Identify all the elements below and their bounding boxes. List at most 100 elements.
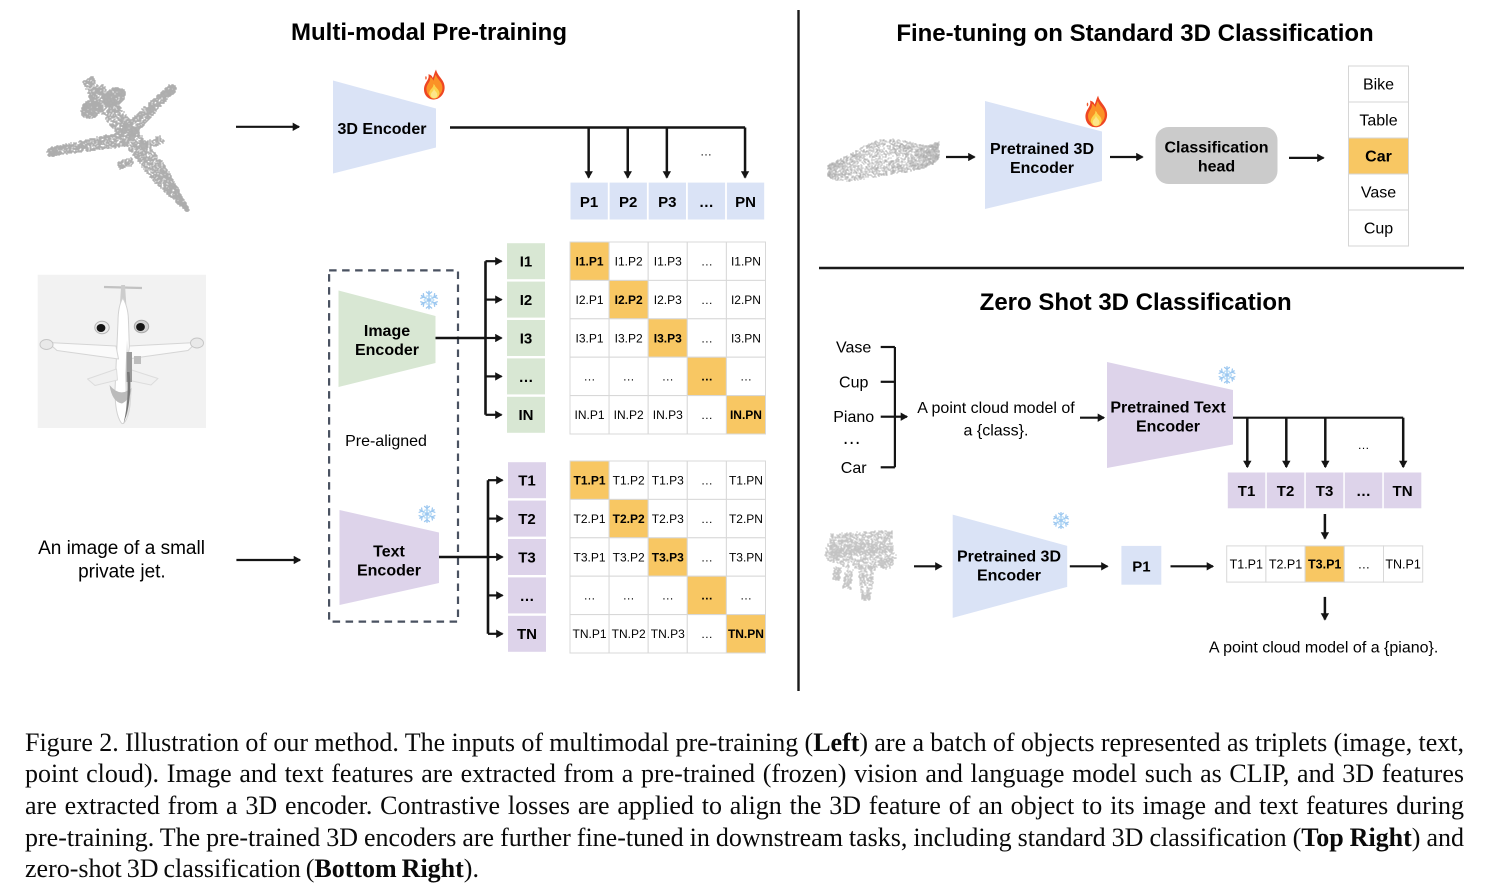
svg-text:…: … bbox=[701, 550, 713, 564]
svg-text:3D Encoder: 3D Encoder bbox=[338, 121, 427, 138]
svg-text:T3: T3 bbox=[1316, 483, 1334, 500]
svg-text:T2.P2: T2.P2 bbox=[613, 512, 645, 526]
svg-text:T3.P1: T3.P1 bbox=[1308, 558, 1341, 572]
svg-text:…: … bbox=[662, 370, 674, 384]
svg-text:Vase: Vase bbox=[836, 340, 871, 357]
svg-text:Vase: Vase bbox=[1361, 185, 1396, 202]
svg-text:P1: P1 bbox=[580, 194, 598, 211]
svg-text:PN: PN bbox=[735, 194, 756, 211]
svg-text:a {class}.: a {class}. bbox=[964, 423, 1029, 440]
svg-text:I2: I2 bbox=[520, 292, 533, 309]
svg-text:IN.PN: IN.PN bbox=[730, 408, 762, 422]
svg-text:…: … bbox=[623, 370, 635, 384]
svg-text:Pretrained 3D: Pretrained 3D bbox=[957, 549, 1061, 566]
svg-text:T1.P1: T1.P1 bbox=[1230, 558, 1263, 572]
svg-text:T1.P3: T1.P3 bbox=[652, 474, 684, 488]
svg-text:T2.P3: T2.P3 bbox=[652, 512, 684, 526]
svg-text:T1.P2: T1.P2 bbox=[613, 474, 645, 488]
svg-text:Car: Car bbox=[841, 460, 867, 477]
svg-text:…: … bbox=[701, 331, 713, 345]
svg-text:A point cloud model of: A point cloud model of bbox=[917, 400, 1075, 417]
svg-text:T3.P1: T3.P1 bbox=[574, 550, 606, 564]
svg-text:I3.PN: I3.PN bbox=[731, 331, 761, 345]
svg-text:Encoder: Encoder bbox=[1136, 419, 1200, 436]
svg-text:TN.P1: TN.P1 bbox=[573, 627, 607, 641]
svg-text:I2.P1: I2.P1 bbox=[576, 293, 604, 307]
svg-text:IN.P3: IN.P3 bbox=[653, 408, 683, 422]
svg-text:P1: P1 bbox=[1132, 558, 1150, 575]
svg-text:…: … bbox=[701, 474, 713, 488]
svg-text:I1.P3: I1.P3 bbox=[654, 255, 682, 269]
svg-text:Multi-modal Pre-training: Multi-modal Pre-training bbox=[291, 19, 567, 46]
svg-text:T3.PN: T3.PN bbox=[729, 550, 763, 564]
svg-text:Zero Shot 3D Classification: Zero Shot 3D Classification bbox=[980, 289, 1292, 316]
svg-text:I2.PN: I2.PN bbox=[731, 293, 761, 307]
svg-text:I3: I3 bbox=[520, 330, 533, 347]
svg-text:…: … bbox=[1358, 438, 1370, 452]
svg-text:private jet.: private jet. bbox=[78, 562, 166, 583]
svg-text:Pretrained 3D: Pretrained 3D bbox=[990, 141, 1094, 158]
svg-text:…: … bbox=[662, 589, 674, 603]
svg-text:Encoder: Encoder bbox=[355, 342, 419, 359]
svg-text:…: … bbox=[701, 589, 713, 603]
svg-text:…: … bbox=[584, 370, 596, 384]
svg-text:…: … bbox=[701, 512, 713, 526]
svg-text:Encoder: Encoder bbox=[1010, 160, 1074, 177]
svg-text:T1: T1 bbox=[1238, 483, 1256, 500]
svg-text:…: … bbox=[700, 145, 712, 159]
svg-text:Fine-tuning on Standard 3D Cla: Fine-tuning on Standard 3D Classificatio… bbox=[896, 20, 1373, 47]
svg-text:T3.P2: T3.P2 bbox=[613, 550, 645, 564]
svg-text:Table: Table bbox=[1359, 113, 1397, 130]
svg-text:TN.PN: TN.PN bbox=[728, 627, 764, 641]
svg-text:T2: T2 bbox=[518, 511, 536, 528]
svg-text:I1.PN: I1.PN bbox=[731, 255, 761, 269]
svg-text:T2.P1: T2.P1 bbox=[1269, 558, 1302, 572]
svg-text:T3: T3 bbox=[518, 549, 536, 566]
svg-text:…: … bbox=[1358, 558, 1371, 572]
svg-text:…: … bbox=[701, 370, 713, 384]
svg-text:T2: T2 bbox=[1277, 483, 1295, 500]
svg-text:An image of a small: An image of a small bbox=[38, 538, 205, 559]
svg-text:…: … bbox=[701, 255, 713, 269]
svg-text:I3.P3: I3.P3 bbox=[654, 331, 682, 345]
svg-text:Text: Text bbox=[373, 544, 405, 561]
svg-text:IN.P2: IN.P2 bbox=[614, 408, 644, 422]
svg-text:TN: TN bbox=[517, 626, 537, 643]
svg-text:Cup: Cup bbox=[1364, 221, 1393, 238]
svg-text:A point cloud model of a {pian: A point cloud model of a {piano}. bbox=[1209, 639, 1439, 656]
svg-text:I1.P1: I1.P1 bbox=[576, 255, 604, 269]
svg-text:T1: T1 bbox=[518, 473, 536, 490]
svg-text:TN.P2: TN.P2 bbox=[612, 627, 646, 641]
svg-text:P2: P2 bbox=[619, 194, 637, 211]
svg-text:…: … bbox=[519, 369, 534, 386]
svg-text:…: … bbox=[701, 293, 713, 307]
svg-text:Car: Car bbox=[1365, 149, 1392, 166]
svg-text:IN.P1: IN.P1 bbox=[575, 408, 605, 422]
svg-text:T1.P1: T1.P1 bbox=[574, 474, 606, 488]
svg-text:…: … bbox=[740, 589, 752, 603]
svg-text:I3.P1: I3.P1 bbox=[576, 331, 604, 345]
svg-text:…: … bbox=[740, 370, 752, 384]
svg-text:T2.P1: T2.P1 bbox=[574, 512, 606, 526]
svg-text:I2.P2: I2.P2 bbox=[615, 293, 643, 307]
svg-text:Pretrained Text: Pretrained Text bbox=[1110, 400, 1226, 417]
svg-text:TN.P1: TN.P1 bbox=[1385, 558, 1420, 572]
svg-text:…: … bbox=[701, 408, 713, 422]
svg-text:…: … bbox=[701, 627, 713, 641]
svg-text:I1.P2: I1.P2 bbox=[615, 255, 643, 269]
svg-text:I3.P2: I3.P2 bbox=[615, 331, 643, 345]
svg-text:T3.P3: T3.P3 bbox=[652, 550, 684, 564]
svg-text:…: … bbox=[584, 589, 596, 603]
svg-text:TN.P3: TN.P3 bbox=[651, 627, 685, 641]
svg-text:P3: P3 bbox=[658, 194, 676, 211]
svg-text:Encoder: Encoder bbox=[977, 568, 1041, 585]
svg-text:Encoder: Encoder bbox=[357, 563, 421, 580]
svg-text:…: … bbox=[699, 194, 714, 211]
svg-text:…: … bbox=[623, 589, 635, 603]
svg-text:Piano: Piano bbox=[833, 409, 874, 426]
svg-text:…: … bbox=[842, 428, 861, 449]
svg-text:Pre-aligned: Pre-aligned bbox=[345, 433, 427, 450]
svg-text:…: … bbox=[1356, 483, 1371, 500]
svg-text:TN: TN bbox=[1393, 483, 1413, 500]
svg-text:T2.PN: T2.PN bbox=[729, 512, 763, 526]
